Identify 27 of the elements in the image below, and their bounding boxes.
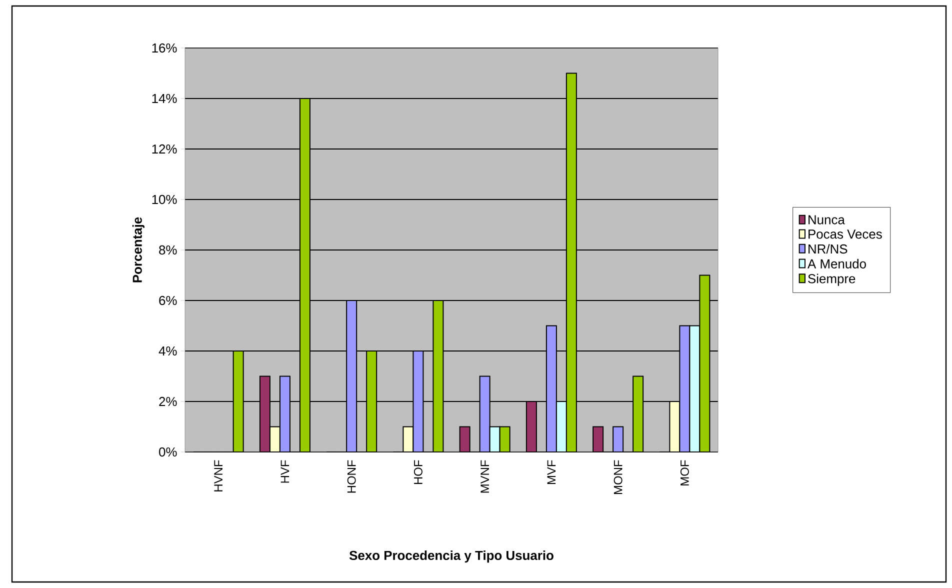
legend-label: Pocas Veces: [808, 230, 882, 239]
legend-label: Siempre: [808, 274, 856, 286]
legend-label: Nunca: [808, 215, 845, 224]
y-tick-label: 10%: [152, 194, 177, 204]
y-axis-title: Porcentaje: [132, 217, 144, 282]
bar: [299, 98, 310, 452]
bar: [566, 72, 577, 452]
bar: [699, 274, 710, 452]
x-tick-label: MVF: [547, 460, 556, 484]
x-tick-label: HONF: [347, 460, 356, 493]
y-tick-label: 2%: [159, 396, 177, 406]
x-tick-label: MONF: [614, 460, 622, 494]
x-tick-label: MVNF: [480, 460, 489, 493]
legend-label: A Menudo: [808, 258, 866, 268]
legend-label: NR/NS: [808, 244, 848, 254]
y-tick-label: 0%: [159, 447, 177, 457]
x-tick-label: HVF: [280, 460, 290, 483]
y-tick-label: 6%: [159, 296, 177, 306]
x-tick-label: MOF: [680, 460, 689, 486]
y-tick-label: 14%: [152, 94, 177, 104]
x-tick-label: HOF: [414, 460, 422, 484]
y-tick-label: 12%: [152, 144, 177, 154]
x-tick-label: HVNF: [214, 460, 222, 492]
y-tick-label: 8%: [159, 245, 177, 255]
y-tick-label: 16%: [152, 43, 177, 53]
x-axis-title: Sexo Procedencia y Tipo Usuario: [349, 550, 554, 563]
y-tick-label: 4%: [158, 346, 177, 356]
